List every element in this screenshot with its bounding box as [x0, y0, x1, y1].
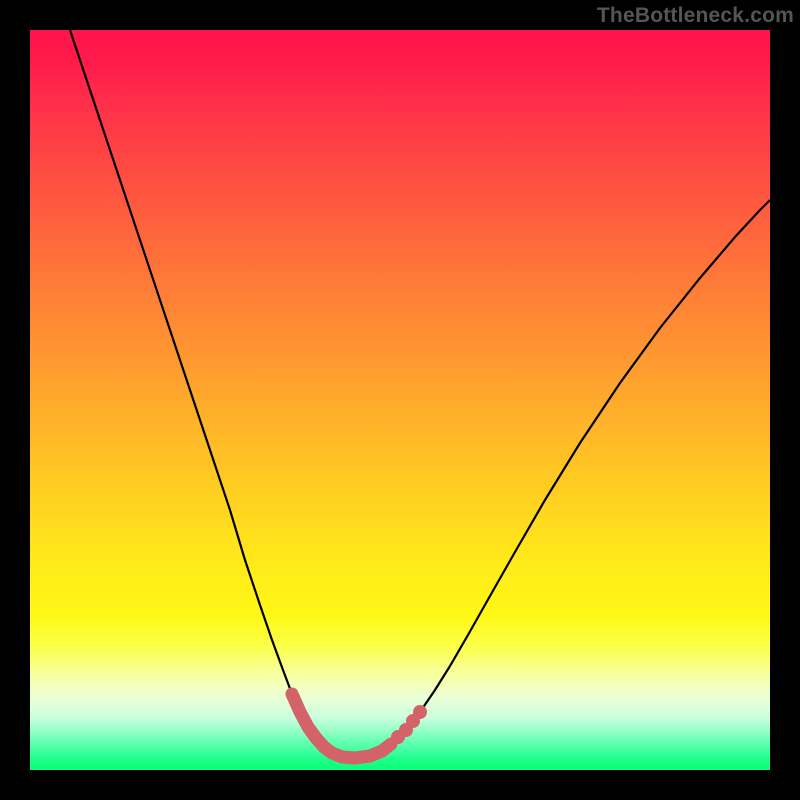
- curve-svg: [30, 30, 770, 770]
- chart-frame: TheBottleneck.com: [0, 0, 800, 800]
- bottleneck-curve: [70, 30, 770, 758]
- highlight-dots: [391, 705, 427, 744]
- highlight-segment: [292, 694, 391, 758]
- watermark-text: TheBottleneck.com: [597, 4, 794, 28]
- plot-area: [30, 30, 770, 770]
- highlight-dot: [413, 705, 427, 719]
